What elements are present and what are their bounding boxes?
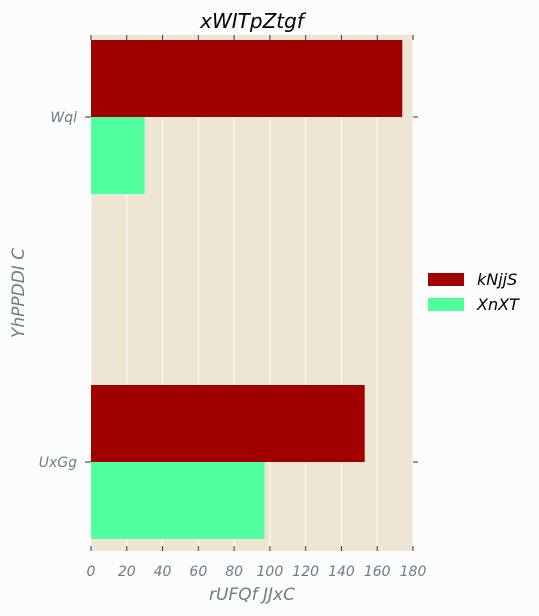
y-axis-label: YhPPDDI C <box>9 248 29 338</box>
x-tick-label: 40 <box>154 564 172 580</box>
bar <box>91 462 265 539</box>
x-tick-label: 120 <box>292 564 319 580</box>
legend-swatch <box>428 273 464 286</box>
bar <box>91 40 403 117</box>
legend-label: XnXT <box>476 295 520 314</box>
x-tick-label: 60 <box>189 564 207 580</box>
bar <box>91 385 365 462</box>
legend-swatch <box>428 298 464 311</box>
grid-lines <box>90 35 414 551</box>
x-tick-label: 140 <box>328 564 355 580</box>
y-tick-label: Wql <box>50 110 77 126</box>
x-tick-label: 80 <box>225 564 243 580</box>
x-tick-label: 160 <box>364 564 391 580</box>
chart-title: xWITpZtgf <box>199 9 307 33</box>
axes: 0 20 40 60 80 100 120 140 160 180 Wql UxGg <box>39 35 427 580</box>
legend-label: kNjjS <box>477 270 517 289</box>
x-tick-label: 100 <box>257 564 284 580</box>
x-axis-label: rUFQf JJxC <box>209 585 295 605</box>
bars <box>91 40 403 539</box>
legend: kNjjS XnXT <box>428 270 520 314</box>
x-tick-label: 0 <box>87 564 96 580</box>
x-tick-label: 20 <box>118 564 136 580</box>
bar <box>91 117 145 194</box>
x-tick-label: 180 <box>400 564 427 580</box>
y-tick-label: UxGg <box>39 455 77 471</box>
